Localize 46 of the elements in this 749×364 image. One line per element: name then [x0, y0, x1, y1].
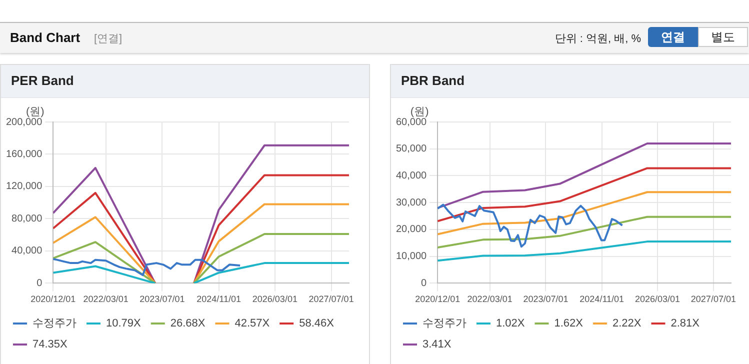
y-tick-label: 200,000 — [6, 116, 43, 128]
y-tick-label: 40,000 — [12, 246, 43, 257]
y-tick-label: 160,000 — [6, 148, 43, 160]
legend-label: 수정주가 — [422, 318, 466, 330]
legend-label: 74.35X — [32, 338, 68, 351]
x-tick-label: 2024/11/01 — [196, 294, 241, 304]
y-tick-label: 10,000 — [396, 251, 428, 262]
legend-label: 58.46X — [299, 318, 335, 330]
y-tick-label: 40,000 — [396, 170, 428, 182]
legend-label: 42.57X — [234, 318, 270, 330]
y-tick-label: 0 — [421, 278, 428, 289]
x-tick-label: 2027/07/01 — [690, 294, 736, 304]
chart-title: PBR Band — [391, 65, 749, 98]
text: [연결] — [94, 32, 122, 46]
x-tick-label: 2020/12/01 — [415, 294, 460, 304]
legend-label: 10.79X — [106, 318, 142, 330]
chart-title: PER Band — [1, 65, 369, 98]
x-tick-label: 2026/03/01 — [635, 294, 680, 304]
x-tick-label: 2020/12/01 — [30, 294, 76, 304]
y-axis-title: (원) — [410, 106, 429, 118]
y-tick-label: 20,000 — [396, 224, 428, 236]
text: 단위 : 억원, 배, % — [554, 32, 641, 46]
legend-label: 2.81X — [670, 318, 700, 330]
x-tick-label: 2024/11/01 — [580, 294, 624, 304]
y-tick-label: 60,000 — [396, 116, 428, 128]
x-tick-label: 2022/03/01 — [83, 294, 128, 304]
legend-label: 수정주가 — [32, 318, 76, 330]
legend-label: 2.22X — [612, 318, 642, 330]
legend-label: 1.62X — [554, 318, 584, 330]
y-tick-label: 80,000 — [12, 213, 43, 224]
text: 연결 — [648, 27, 698, 47]
y-axis-title: (원) — [26, 106, 44, 118]
legend-label: 26.68X — [170, 318, 206, 330]
legend-label: 3.41X — [422, 338, 452, 351]
x-tick-label: 2023/07/01 — [140, 294, 185, 304]
x-tick-label: 2023/07/01 — [523, 294, 568, 304]
x-tick-label: 2022/03/01 — [467, 294, 512, 304]
y-tick-label: 120,000 — [6, 181, 43, 192]
y-tick-label: 30,000 — [396, 197, 428, 208]
text: 별도 — [698, 27, 748, 47]
x-tick-label: 2026/03/01 — [252, 294, 298, 304]
x-tick-label: 2027/07/01 — [308, 294, 354, 304]
text: Band Chart — [10, 30, 80, 45]
y-tick-label: 50,000 — [396, 144, 428, 155]
y-tick-label: 0 — [36, 278, 43, 289]
legend-label: 1.02X — [496, 318, 526, 330]
